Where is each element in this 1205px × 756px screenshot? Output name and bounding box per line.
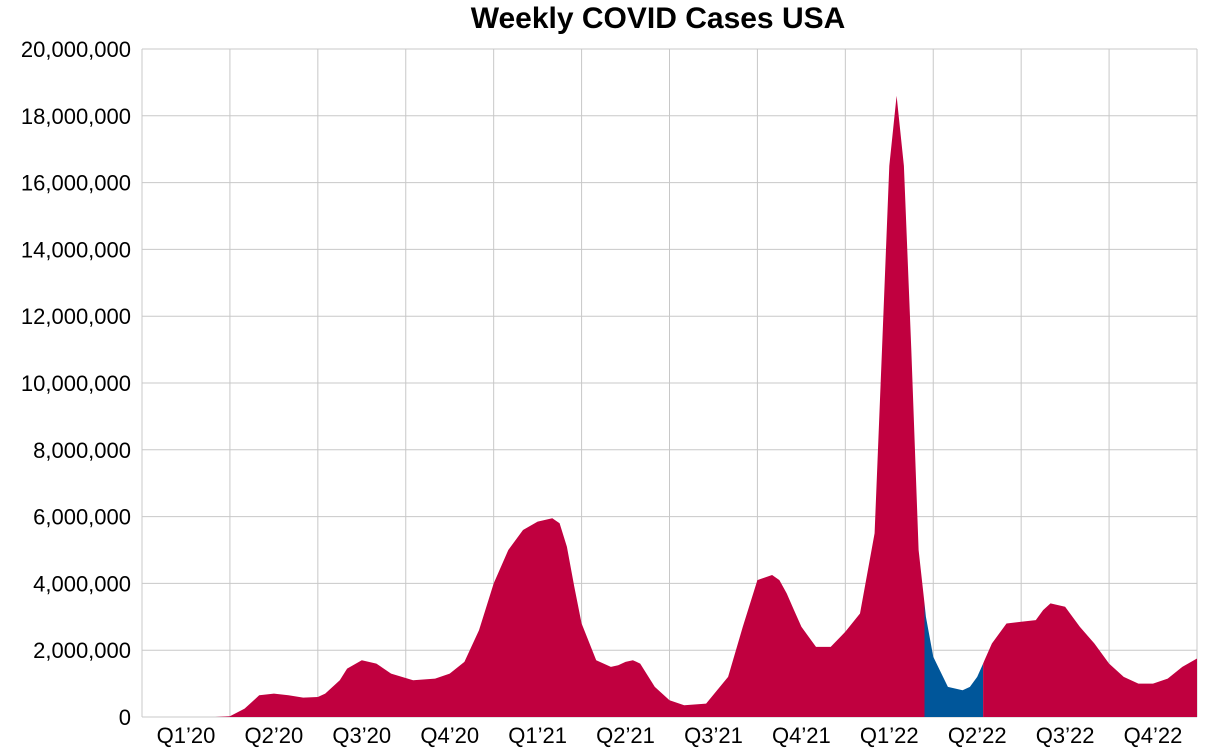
y-tick-label: 2,000,000 [33,638,131,663]
x-tick-label: Q2’20 [245,723,304,748]
x-tick-label: Q3’20 [332,723,391,748]
y-tick-label: 18,000,000 [21,104,131,129]
y-tick-label: 14,000,000 [21,237,131,262]
y-tick-label: 8,000,000 [33,438,131,463]
y-tick-label: 10,000,000 [21,371,131,396]
highlighted-area-segment [924,603,984,717]
y-tick-label: 12,000,000 [21,304,131,329]
y-tick-label: 6,000,000 [33,505,131,530]
y-tick-label: 16,000,000 [21,171,131,196]
y-tick-label: 20,000,000 [21,37,131,62]
x-tick-label: Q3’21 [684,723,743,748]
area-segment [983,603,1197,717]
x-tick-label: Q2’21 [596,723,655,748]
x-tick-label: Q4’20 [420,723,479,748]
x-tick-label: Q1’20 [157,723,216,748]
x-tick-label: Q1’22 [860,723,919,748]
x-tick-label: Q2’22 [948,723,1007,748]
x-tick-label: Q4’21 [772,723,831,748]
y-tick-label: 4,000,000 [33,571,131,596]
x-tick-label: Q1’21 [508,723,567,748]
y-axis-tick-labels: 0 2,000,000 4,000,000 6,000,000 8,000,000 10,… [21,37,131,730]
x-gridlines [141,49,1198,717]
y-tick-label: 0 [119,705,131,730]
chart-title: Weekly COVID Cases USA [471,2,846,35]
area-series [156,95,1197,718]
x-tick-label: Q4’22 [1124,723,1183,748]
area-segment [156,95,925,718]
x-axis-tick-labels: Q1’20 Q2’20 Q3’20 Q4’20 Q1’21 Q2’21 Q3’21 Q4’21… [157,723,1183,748]
x-tick-label: Q3’22 [1036,723,1095,748]
